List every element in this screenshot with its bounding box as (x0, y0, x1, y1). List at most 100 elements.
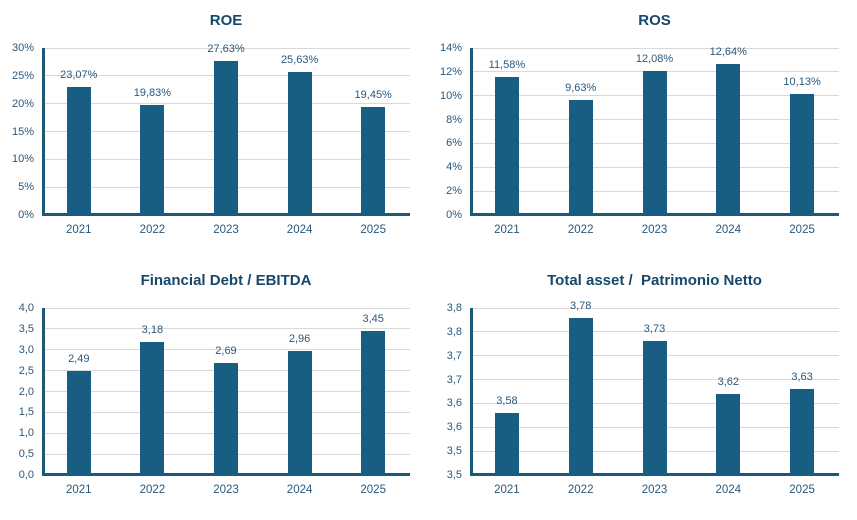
bar-2021 (66, 87, 91, 215)
bar-value-label: 25,63% (280, 54, 319, 66)
bar-value-label: 3,18 (141, 324, 164, 336)
y-axis-tick-label: 3,6 (446, 397, 462, 410)
plot-area-total-asset-patrimonio-netto: 3,8 3,8 3,7 3,7 3,6 3,6 3,5 3,5 3,58 2021 3,78 2022… (447, 300, 839, 496)
x-axis-category-label: 2021 (66, 484, 92, 496)
plot-area-roe: 30% 25% 20% 15% 10% 5% 0% 23,07% 2021 19,83% 2022 2… (12, 42, 410, 236)
chart-ros: ROS 14% 12% 10% 8% 6% 4% 2% 0% 11,58% 2021 9,63% 20… (428, 0, 857, 260)
chart-total-asset-patrimonio-netto: Total asset / Patrimonio Netto 3,8 3,8 3,7… (428, 260, 857, 520)
bar-value-label: 12,64% (709, 46, 747, 58)
gridline (42, 47, 410, 49)
y-axis-tick-label: 10% (11, 153, 34, 166)
x-axis-category-label: 2024 (715, 224, 742, 236)
y-axis-tick-label: 3,7 (446, 373, 462, 386)
x-axis-category-label: 2025 (360, 484, 386, 496)
bar-2023 (642, 71, 667, 215)
gridline (470, 307, 839, 309)
x-axis-category-label: 2023 (213, 224, 239, 236)
y-axis-tick-label: 4% (446, 161, 462, 174)
bar-value-label: 2,96 (288, 333, 311, 345)
y-axis-tick-label: 3,8 (446, 325, 462, 338)
y-axis-tick-label: 3,5 (446, 469, 462, 481)
bar-2023 (214, 363, 238, 475)
bar-value-label: 11,58% (488, 59, 526, 71)
x-axis-category-label: 2021 (494, 224, 520, 236)
y-axis-tick-label: 0,5 (18, 448, 34, 461)
bar-value-label: 3,58 (496, 395, 518, 407)
y-axis-tick-label: 14% (439, 42, 462, 54)
bar-value-label: 3,62 (717, 376, 739, 388)
y-axis-tick-label: 3,5 (446, 445, 462, 458)
y-axis-tick-label: 6% (446, 137, 462, 150)
gridline (42, 307, 410, 309)
y-axis-tick-label: 4,0 (18, 302, 34, 314)
gridline (42, 349, 410, 351)
y-axis-line (470, 48, 473, 215)
bar-2021 (66, 371, 91, 475)
bar-value-label: 23,07% (60, 69, 98, 81)
plot-area-financial-debt-ebitda: 4,0 3,5 3,0 2,5 2,0 1,5 1,0 0,5 0,0 2,49 2021 3,18 2… (19, 302, 410, 496)
x-axis-category-label: 2021 (494, 484, 520, 496)
y-axis-tick-label: 2,5 (18, 364, 34, 377)
bar-value-label: 3,45 (362, 313, 384, 325)
x-axis-category-label: 2022 (139, 224, 166, 236)
bar-value-label: 3,78 (569, 300, 592, 312)
bar-2025 (361, 331, 386, 475)
x-axis-category-label: 2022 (567, 224, 594, 236)
bar-2022 (568, 318, 593, 475)
bar-2025 (790, 389, 815, 475)
bar-value-label: 10,13% (783, 76, 821, 88)
bar-2022 (140, 342, 165, 475)
bar-2024 (287, 72, 312, 215)
y-axis-tick-label: 20% (11, 97, 34, 110)
y-axis-tick-label: 15% (11, 125, 34, 138)
chart-title-ros: ROS (638, 12, 671, 29)
y-axis-line (42, 48, 45, 215)
bar-value-label: 2,69 (215, 345, 237, 357)
y-axis-tick-label: 1,0 (18, 427, 34, 440)
y-axis-line (42, 308, 45, 475)
x-axis-category-label: 2021 (66, 224, 92, 236)
y-axis-tick-label: 8% (446, 113, 462, 126)
bar-2025 (790, 94, 815, 215)
bar-value-label: 27,63% (207, 43, 245, 55)
x-axis-category-label: 2025 (360, 224, 386, 236)
plot-area-ros: 14% 12% 10% 8% 6% 4% 2% 0% 11,58% 2021 9,63% 2022 12… (440, 42, 839, 236)
x-axis-category-label: 2023 (641, 484, 668, 496)
y-axis-tick-label: 0% (18, 209, 34, 221)
bar-2022 (568, 100, 593, 215)
bar-value-label: 12,08% (635, 53, 674, 65)
chart-financial-debt-ebitda: Financial Debt / EBITDA 4,0 3,5 3,0 2,5 2,0 1… (0, 260, 428, 520)
x-axis-category-label: 2024 (286, 484, 313, 496)
y-axis-tick-label: 3,8 (446, 302, 462, 314)
y-axis-tick-label: 0,0 (18, 469, 34, 481)
bar-value-label: 9,63% (565, 82, 597, 94)
bar-value-label: 2,49 (68, 353, 90, 365)
y-axis-tick-label: 2,0 (18, 385, 34, 398)
gridline (42, 328, 410, 330)
x-axis-category-label: 2023 (213, 484, 239, 496)
y-axis-tick-label: 30% (11, 42, 34, 54)
y-axis-line (470, 308, 473, 475)
chart-title-total-asset-patrimonio-netto: Total asset / Patrimonio Netto (547, 272, 762, 289)
x-axis-category-label: 2025 (789, 224, 815, 236)
x-axis-category-label: 2022 (567, 484, 594, 496)
y-axis-tick-label: 10% (439, 89, 462, 102)
x-axis-category-label: 2024 (715, 484, 742, 496)
chart-title-financial-debt-ebitda: Financial Debt / EBITDA (140, 272, 312, 289)
bar-2023 (214, 61, 238, 215)
bar-2022 (140, 105, 165, 215)
chart-title-roe: ROE (209, 12, 243, 29)
y-axis-tick-label: 2% (446, 185, 462, 198)
x-axis-category-label: 2022 (139, 484, 166, 496)
y-axis-tick-label: 1,5 (18, 406, 34, 419)
y-axis-tick-label: 3,0 (18, 343, 34, 356)
bar-2024 (716, 394, 741, 475)
bar-value-label: 19,45% (354, 89, 392, 101)
x-axis-category-label: 2025 (789, 484, 815, 496)
y-axis-tick-label: 3,7 (446, 349, 462, 362)
gridline (470, 47, 839, 49)
bar-value-label: 3,63 (791, 371, 813, 383)
bar-2023 (642, 341, 667, 475)
bar-2021 (494, 77, 519, 215)
